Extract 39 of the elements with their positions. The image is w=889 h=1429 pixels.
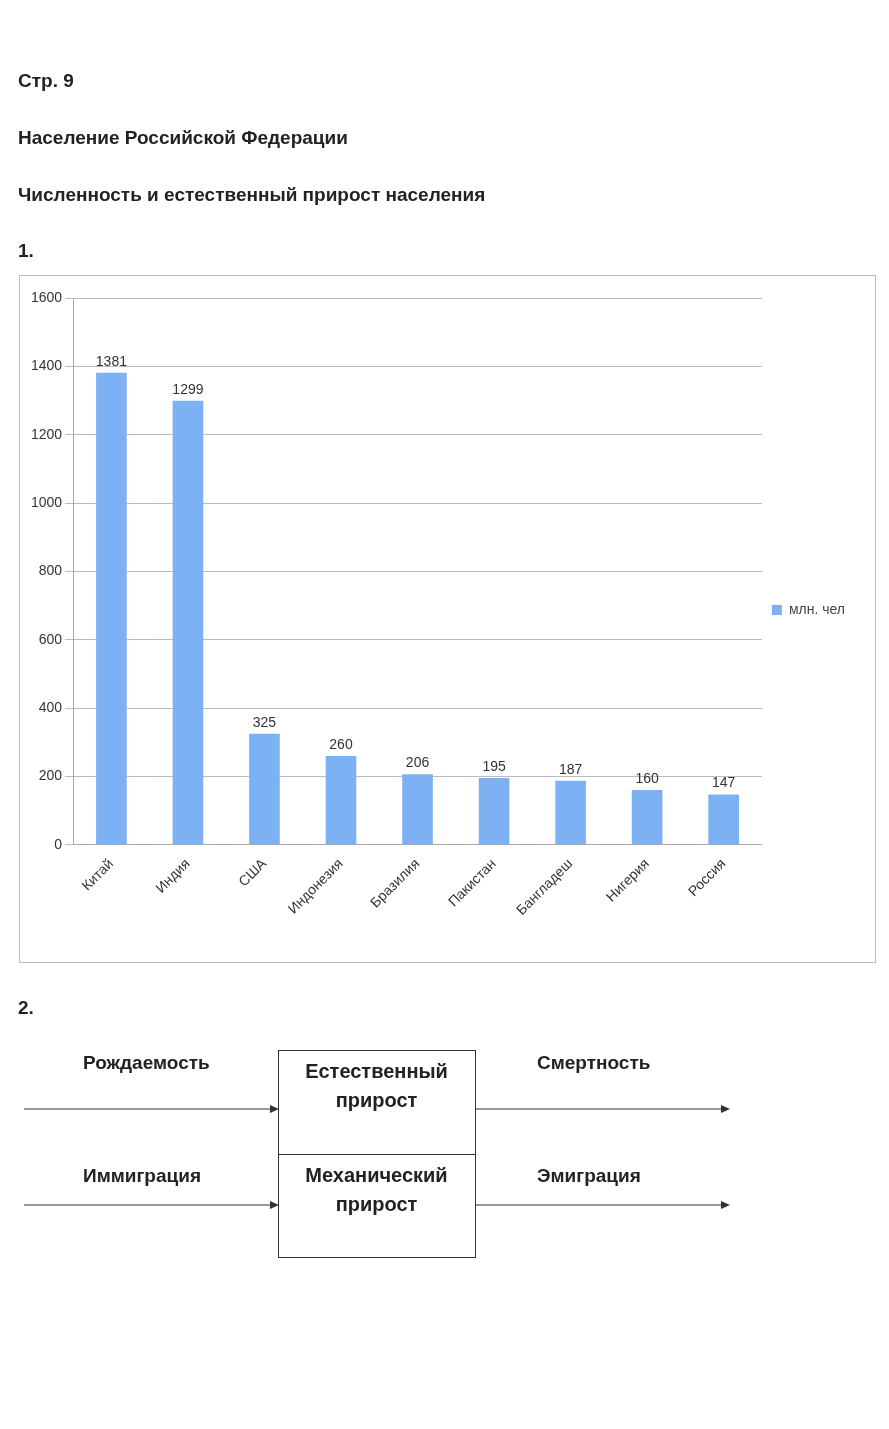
y-tick-label: 1600 <box>30 288 63 305</box>
text: 1. <box>18 240 34 262</box>
text: Смертность <box>537 1052 651 1074</box>
y-tick-label: 400 <box>38 698 63 715</box>
bar <box>96 372 127 845</box>
data-label: 260 <box>329 735 353 752</box>
y-tick-label: 0 <box>54 835 63 852</box>
bar <box>478 778 510 845</box>
chart-subtitle: Численность и естественный прирост населения <box>18 184 486 206</box>
y-tick-label: 1000 <box>30 493 63 510</box>
bar <box>708 794 739 845</box>
data-label: 160 <box>635 769 660 786</box>
chart-title: Население Российской Федерации <box>18 127 348 149</box>
bar <box>325 755 357 845</box>
text: Механический прирост <box>304 1163 449 1217</box>
y-tick-label: 1200 <box>30 425 63 442</box>
text: Иммиграция <box>83 1165 201 1187</box>
data-label: 147 <box>711 774 736 791</box>
y-tick-label: 1400 <box>30 357 63 374</box>
text: Естественный прирост <box>304 1059 449 1113</box>
bar <box>631 790 663 845</box>
bar <box>249 733 280 845</box>
data-label: 325 <box>252 713 277 730</box>
y-tick-label: 600 <box>38 630 63 647</box>
y-tick-label: 800 <box>38 562 63 579</box>
data-label: 187 <box>558 760 583 777</box>
legend-label: млн. чел <box>788 600 845 617</box>
y-tick-label: 200 <box>38 767 63 784</box>
data-label: 1299 <box>172 380 204 397</box>
text: Стр. 9 <box>18 70 74 92</box>
data-label: 206 <box>405 754 430 771</box>
text: Эмиграция <box>537 1165 641 1187</box>
bar <box>172 400 204 845</box>
text: 2. <box>18 997 34 1019</box>
bar <box>402 774 433 845</box>
data-label: 195 <box>482 757 506 774</box>
bar <box>555 780 586 845</box>
data-label: 1381 <box>95 352 128 369</box>
text: Рождаемость <box>83 1052 210 1074</box>
